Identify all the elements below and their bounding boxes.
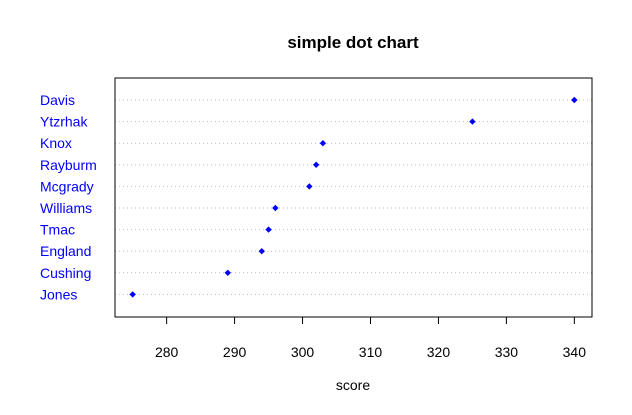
data-points (129, 96, 578, 298)
chart-title: simple dot chart (287, 33, 419, 52)
data-point (265, 226, 272, 233)
category-label: Rayburm (40, 157, 97, 173)
category-labels: Davis Ytzrhak Knox Rayburm Mcgrady Williams Tm… (40, 92, 97, 302)
x-tick-label: 310 (359, 344, 383, 360)
category-label: Tmac (40, 222, 75, 238)
category-label: Cushing (40, 265, 91, 281)
x-axis-label: score (336, 377, 370, 393)
gridlines (115, 99, 592, 295)
data-point (469, 118, 476, 125)
x-tick-label: 290 (223, 344, 247, 360)
data-point (319, 140, 327, 147)
category-label: Knox (40, 135, 72, 151)
x-tick-label: 340 (563, 344, 587, 360)
x-tick-label: 280 (155, 344, 179, 360)
category-label: Davis (40, 92, 75, 108)
data-point (306, 183, 313, 190)
plot-frame (114, 77, 593, 318)
x-tick-label: 300 (291, 344, 315, 360)
category-label: England (40, 243, 91, 259)
data-point (571, 96, 578, 104)
data-point (312, 161, 320, 168)
category-label: Ytzrhak (40, 114, 88, 130)
data-point (272, 204, 279, 212)
data-point (224, 269, 231, 276)
x-axis: 280 290 300 310 320 330 340 (155, 316, 587, 360)
category-label: Williams (40, 200, 92, 216)
x-tick-label: 330 (495, 344, 519, 360)
category-label: Mcgrady (40, 178, 94, 194)
x-tick-label: 320 (427, 344, 451, 360)
category-label: Jones (40, 286, 77, 302)
data-point (258, 248, 265, 255)
data-point (129, 291, 136, 298)
